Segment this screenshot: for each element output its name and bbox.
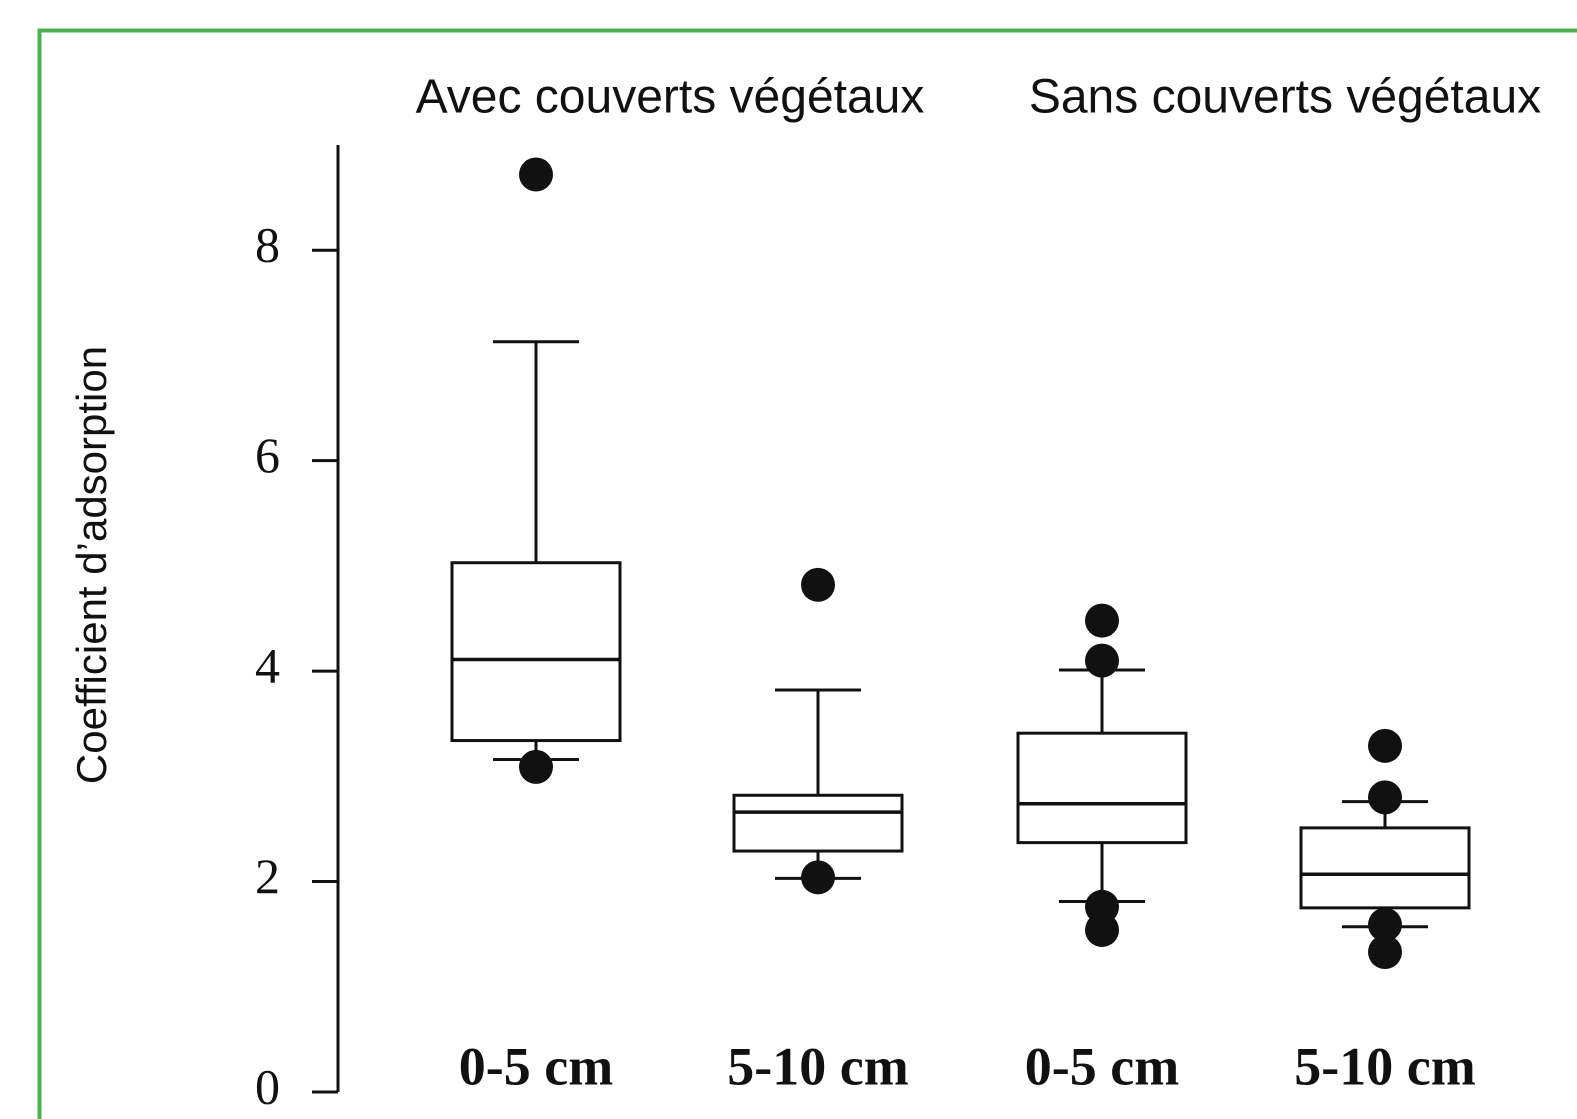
box xyxy=(1016,731,1188,845)
outlier xyxy=(1368,728,1402,763)
y-tick-label: 6 xyxy=(255,427,280,483)
y-tick-label: 4 xyxy=(255,638,280,694)
outlier xyxy=(1368,907,1402,942)
outlier xyxy=(519,749,553,784)
outlier xyxy=(519,157,553,192)
y-tick-label: 0 xyxy=(255,1058,280,1114)
group-label: Sans couverts végétaux xyxy=(1029,71,1541,124)
outlier xyxy=(1085,912,1119,947)
x-tick-label: 0-5 cm xyxy=(1025,1036,1179,1096)
box xyxy=(732,793,904,853)
y-tick-label: 8 xyxy=(255,217,280,273)
box xyxy=(450,561,622,743)
box xyxy=(1299,826,1471,910)
x-tick-label: 0-5 cm xyxy=(459,1036,613,1096)
outlier xyxy=(1085,603,1119,638)
outlier xyxy=(801,860,835,895)
outlier xyxy=(1368,935,1402,970)
x-tick-label: 5-10 cm xyxy=(1294,1036,1475,1096)
frame xyxy=(37,28,1577,1119)
group-label: Avec couverts végétaux xyxy=(416,71,925,124)
outlier xyxy=(1368,780,1402,815)
y-axis-label: Coefficient d’adsorption xyxy=(68,346,115,784)
x-tick-label: 5-10 cm xyxy=(727,1036,908,1096)
y-tick-label: 2 xyxy=(255,848,280,904)
outlier xyxy=(1085,643,1119,678)
outlier xyxy=(801,567,835,602)
